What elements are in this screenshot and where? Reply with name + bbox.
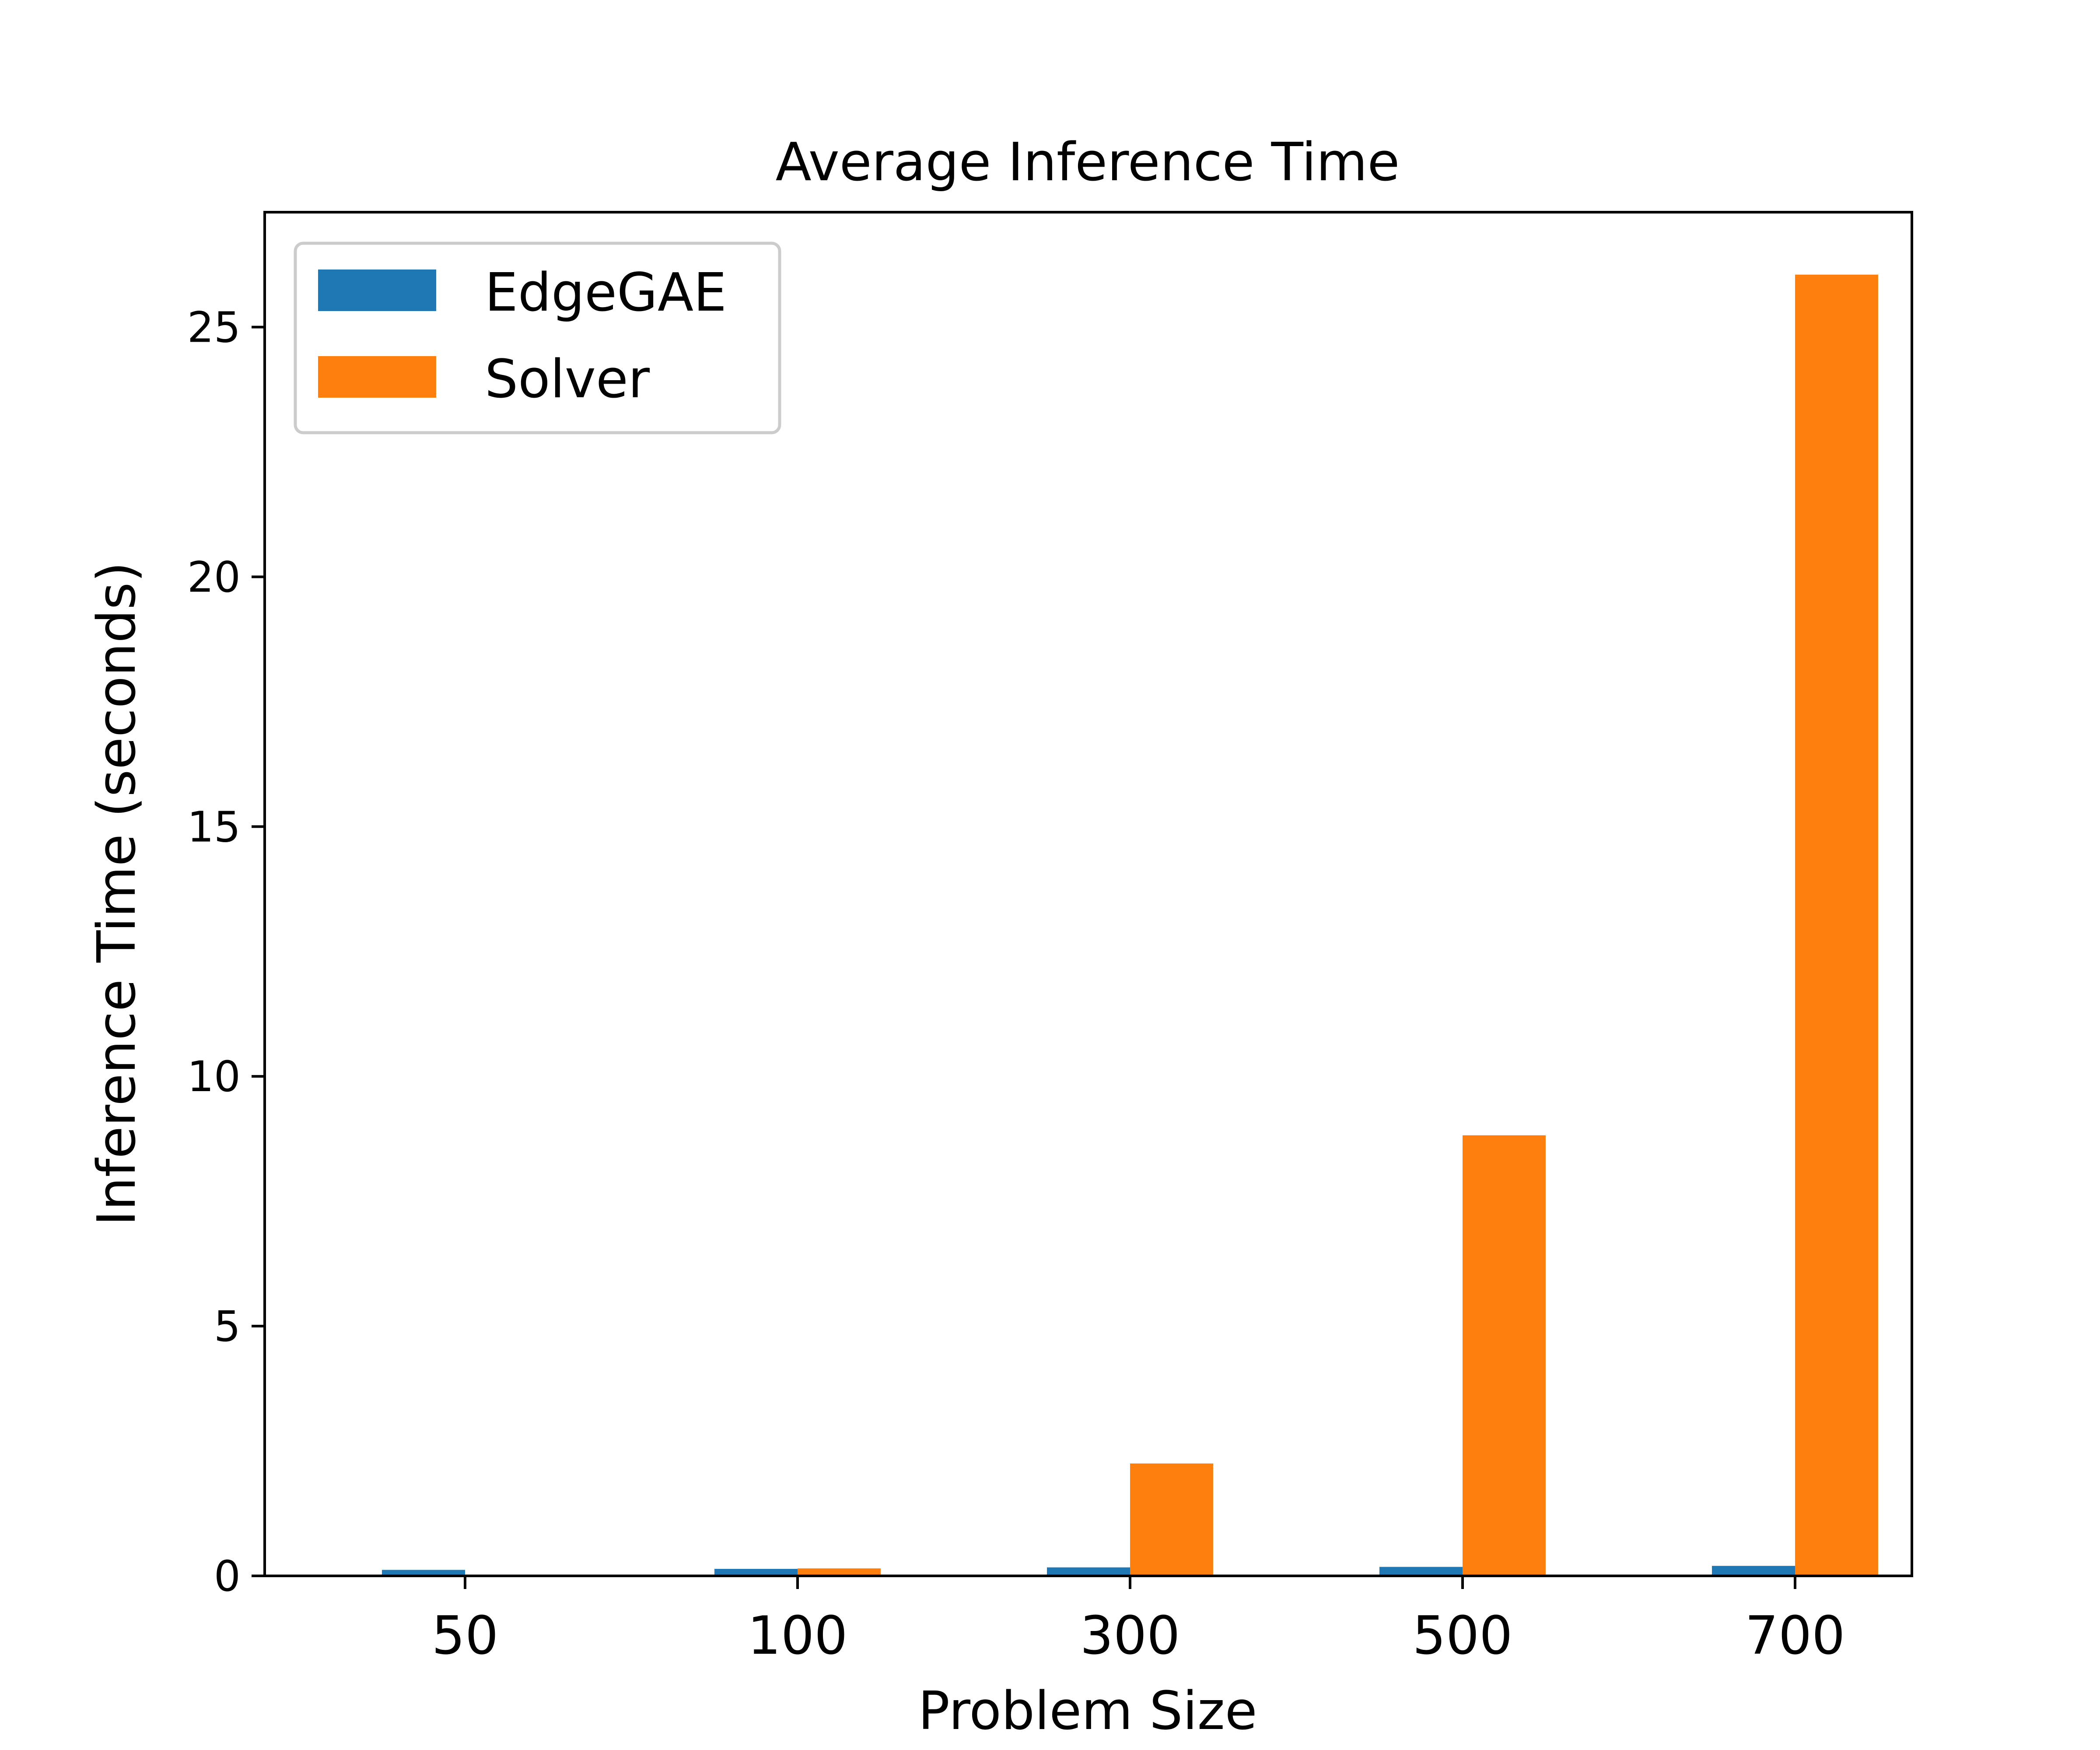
x-axis-label: Problem Size (918, 1681, 1257, 1742)
legend: EdgeGAE Solver (294, 242, 781, 434)
x-tick-label-100: 100 (747, 1606, 847, 1666)
bar-solver-100 (798, 1568, 881, 1576)
y-tick-label-15: 15 (187, 802, 241, 851)
y-tick-label-10: 10 (187, 1052, 241, 1101)
bar-solver-500 (1463, 1135, 1546, 1576)
ticks-layer: 0 5 10 15 20 25 50 100 300 500 700 (187, 303, 1845, 1666)
plot-frame (263, 211, 1913, 1577)
bar-edgegae-50 (382, 1570, 465, 1576)
bar-solver-300 (1130, 1463, 1213, 1576)
bar-edgegae-500 (1379, 1567, 1463, 1576)
x-tick-label-700: 700 (1745, 1606, 1845, 1666)
y-tick-label-5: 5 (214, 1302, 241, 1351)
bar-edgegae-100 (714, 1569, 798, 1576)
x-tick-label-500: 500 (1412, 1606, 1512, 1666)
y-tick-label-0: 0 (214, 1552, 241, 1601)
bar-solver-700 (1795, 274, 1878, 1576)
y-axis-label: Inference Time (seconds) (87, 562, 147, 1226)
y-tick-label-25: 25 (187, 303, 241, 352)
legend-swatch-edgegae (318, 270, 436, 311)
legend-label-solver: Solver (485, 349, 650, 410)
x-tick-label-300: 300 (1080, 1606, 1180, 1666)
y-tick-label-20: 20 (187, 553, 241, 602)
bars-layer (382, 274, 1878, 1576)
legend-swatch-solver (318, 356, 436, 398)
x-tick-label-50: 50 (432, 1606, 499, 1666)
bar-edgegae-300 (1047, 1567, 1130, 1576)
legend-label-edgegae: EdgeGAE (485, 262, 727, 323)
bar-edgegae-700 (1712, 1566, 1795, 1576)
chart-title: Average Inference Time (776, 132, 1400, 193)
